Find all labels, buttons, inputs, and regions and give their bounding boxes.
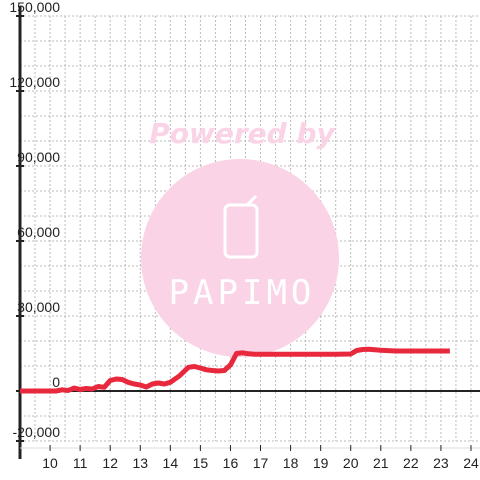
y-tick-label: 60,000	[17, 224, 60, 240]
series-line	[20, 346, 450, 394]
y-tick-label: -20,000	[13, 424, 61, 440]
x-tick-label: 17	[253, 455, 269, 471]
x-tick-label: 13	[132, 455, 148, 471]
axes	[16, 6, 480, 459]
tick-labels: -20,000 0 30,000 60,000 90,000 120,000 150,000…	[9, 0, 479, 471]
y-tick-label: 90,000	[17, 149, 60, 165]
watermark: Powered by PAPIMO	[141, 117, 339, 357]
phone-icon	[223, 194, 259, 259]
watermark-powered-by: Powered by	[149, 117, 336, 150]
x-tick-label: 23	[433, 455, 449, 471]
x-tick-label: 11	[73, 455, 88, 471]
watermark-brand: PAPIMO	[169, 273, 316, 313]
x-tick-label: 16	[223, 455, 239, 471]
x-tick-label: 22	[403, 455, 419, 471]
series-layer	[20, 346, 450, 394]
y-tick-label: 30,000	[17, 299, 60, 315]
y-tick-label: 0	[52, 374, 60, 390]
x-tick-label: 12	[102, 455, 118, 471]
x-tick-label: 15	[193, 455, 209, 471]
x-tick-label: 20	[343, 455, 359, 471]
y-tick-label: 150,000	[9, 0, 60, 15]
x-tick-label: 21	[373, 455, 389, 471]
x-tick-label: 19	[313, 455, 329, 471]
x-tick-label: 10	[42, 455, 58, 471]
x-tick-label: 24	[463, 455, 479, 471]
x-tick-label: 14	[163, 455, 179, 471]
x-tick-label: 18	[283, 455, 299, 471]
y-tick-label: 120,000	[9, 74, 60, 90]
